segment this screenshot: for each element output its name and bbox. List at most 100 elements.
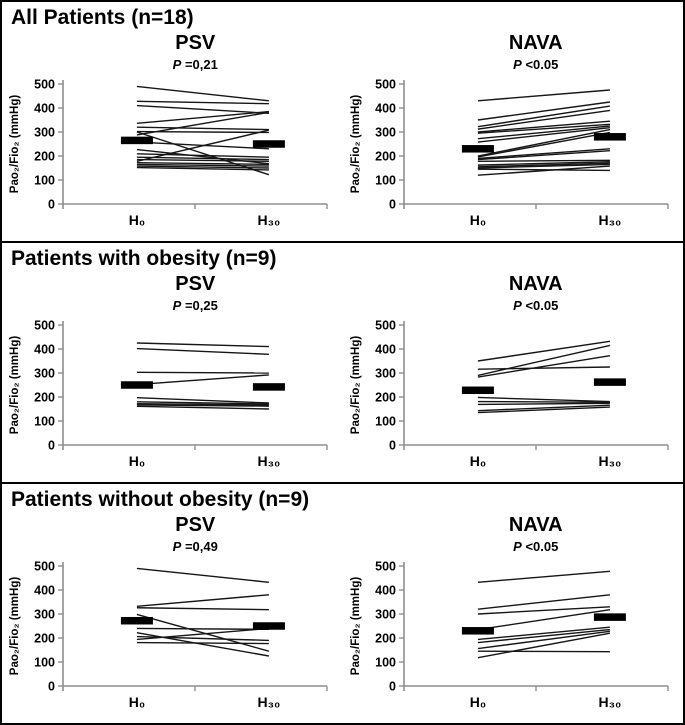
chart-title: NAVA	[508, 273, 563, 295]
svg-text:H₃₀: H₃₀	[598, 694, 621, 710]
p-text: =0,21	[181, 57, 218, 72]
p-symbol: P	[172, 57, 182, 72]
svg-text:400: 400	[34, 343, 55, 357]
svg-text:200: 200	[375, 391, 396, 405]
svg-text:400: 400	[34, 102, 55, 116]
svg-text:400: 400	[34, 584, 55, 598]
svg-text:Pao₂/Fio₂ (mmHg): Pao₂/Fio₂ (mmHg)	[9, 336, 21, 435]
svg-text:300: 300	[375, 367, 396, 381]
svg-text:H₃₀: H₃₀	[598, 212, 621, 228]
chart-title: PSV	[175, 514, 216, 536]
chart-all-patients-nava: NAVA P <0.05 0 100 200 300 400 500 H₀ H₃₀ Pao₂/F…	[343, 31, 684, 241]
p-symbol: P	[513, 539, 522, 554]
p-text: <0.05	[521, 57, 559, 72]
panel-without-obesity: Patients without obesity (n=9) PSV P =0,…	[2, 484, 683, 723]
chart-no-obesity-nava: NAVA P <0.05 0 100 200 300 400 500 H₀ H₃₀ Pao₂/F…	[343, 513, 684, 723]
charts-row: PSV P =0,21 0 100 200 300 400 500 H₀ H₃₀ Pao₂/Fi…	[2, 31, 684, 241]
svg-text:0: 0	[48, 198, 55, 212]
paired-line-plot: 0 100 200 300 400 500 H₀ H₃₀ Pao₂/Fio₂ (mmHg)	[9, 78, 328, 228]
svg-text:H₀: H₀	[469, 212, 485, 228]
svg-text:Pao₂/Fio₂ (mmHg): Pao₂/Fio₂ (mmHg)	[350, 336, 362, 435]
svg-text:100: 100	[375, 415, 396, 429]
svg-text:200: 200	[34, 391, 55, 405]
svg-text:300: 300	[34, 608, 55, 622]
p-symbol: P	[172, 298, 182, 313]
paired-line-plot: 0 100 200 300 400 500 H₀ H₃₀ Pao₂/Fio₂ (mmHg)	[350, 560, 669, 710]
svg-text:0: 0	[48, 680, 55, 694]
p-text: <0.05	[521, 539, 559, 554]
p-value: P =0,49	[173, 539, 218, 555]
p-value: P =0,21	[173, 57, 218, 73]
svg-text:200: 200	[375, 150, 396, 164]
svg-text:Pao₂/Fio₂ (mmHg): Pao₂/Fio₂ (mmHg)	[350, 577, 362, 676]
paired-line-plot: 0 100 200 300 400 500 H₀ H₃₀ Pao₂/Fio₂ (mmHg)	[9, 319, 328, 469]
svg-text:100: 100	[375, 656, 396, 670]
svg-text:H₀: H₀	[469, 453, 485, 469]
svg-text:0: 0	[389, 439, 396, 453]
svg-text:100: 100	[34, 656, 55, 670]
svg-text:500: 500	[375, 319, 396, 333]
p-text: =0,49	[181, 539, 218, 554]
svg-text:Pao₂/Fio₂ (mmHg): Pao₂/Fio₂ (mmHg)	[9, 577, 21, 676]
svg-text:H₀: H₀	[129, 212, 145, 228]
p-text: <0.05	[521, 298, 559, 313]
svg-text:H₃₀: H₃₀	[258, 453, 281, 469]
panel-all-patients: All Patients (n=18) PSV P =0,21 0 100 200 3…	[2, 2, 683, 243]
svg-text:300: 300	[375, 608, 396, 622]
svg-text:H₃₀: H₃₀	[598, 453, 621, 469]
svg-text:200: 200	[375, 632, 396, 646]
chart-all-patients-psv: PSV P =0,21 0 100 200 300 400 500 H₀ H₃₀ Pao₂/Fi…	[2, 31, 343, 241]
svg-text:100: 100	[34, 174, 55, 188]
p-symbol: P	[513, 57, 522, 72]
svg-text:400: 400	[375, 584, 396, 598]
p-symbol: P	[172, 539, 182, 554]
panel-with-obesity: Patients with obesity (n=9) PSV P =0,25 …	[2, 243, 683, 484]
p-value: P <0.05	[513, 539, 558, 555]
paired-line-plot: 0 100 200 300 400 500 H₀ H₃₀ Pao₂/Fio₂ (mmHg)	[9, 560, 328, 710]
svg-text:300: 300	[34, 367, 55, 381]
p-value: P =0,25	[173, 298, 218, 314]
charts-row: PSV P =0,49 0 100 200 300 400 500 H₀ H₃₀ Pao₂/Fi…	[2, 513, 683, 723]
p-symbol: P	[513, 298, 522, 313]
svg-text:500: 500	[375, 560, 396, 574]
paired-line-plot: 0 100 200 300 400 500 H₀ H₃₀ Pao₂/Fio₂ (mmHg)	[350, 319, 669, 469]
p-value: P <0.05	[513, 57, 558, 73]
svg-text:H₃₀: H₃₀	[258, 212, 281, 228]
svg-text:100: 100	[34, 415, 55, 429]
svg-text:300: 300	[375, 126, 396, 140]
chart-no-obesity-psv: PSV P =0,49 0 100 200 300 400 500 H₀ H₃₀ Pao₂/Fi…	[2, 513, 343, 723]
panel-heading: All Patients (n=18)	[11, 6, 194, 29]
svg-text:200: 200	[34, 632, 55, 646]
chart-title: PSV	[175, 32, 216, 54]
chart-obesity-psv: PSV P =0,25 0 100 200 300 400 500 H₀ H₃₀ Pao₂/Fi…	[2, 272, 343, 482]
svg-text:H₀: H₀	[469, 694, 485, 710]
svg-text:0: 0	[389, 198, 396, 212]
chart-obesity-nava: NAVA P <0.05 0 100 200 300 400 500 H₀ H₃₀ Pao₂/F…	[343, 272, 684, 482]
chart-title: NAVA	[508, 514, 563, 536]
svg-text:500: 500	[34, 319, 55, 333]
svg-text:200: 200	[34, 150, 55, 164]
chart-title: NAVA	[508, 32, 563, 54]
svg-text:H₀: H₀	[129, 453, 145, 469]
svg-text:H₃₀: H₃₀	[258, 694, 281, 710]
svg-text:400: 400	[375, 102, 396, 116]
chart-title: PSV	[175, 273, 216, 295]
svg-text:500: 500	[34, 560, 55, 574]
svg-text:Pao₂/Fio₂ (mmHg): Pao₂/Fio₂ (mmHg)	[350, 95, 362, 194]
p-text: =0,25	[181, 298, 218, 313]
svg-text:Pao₂/Fio₂ (mmHg): Pao₂/Fio₂ (mmHg)	[9, 95, 21, 194]
svg-text:400: 400	[375, 343, 396, 357]
charts-row: PSV P =0,25 0 100 200 300 400 500 H₀ H₃₀ Pao₂/Fi…	[2, 272, 684, 482]
svg-text:500: 500	[375, 78, 396, 92]
svg-text:500: 500	[34, 78, 55, 92]
panel-heading: Patients without obesity (n=9)	[11, 488, 310, 511]
svg-text:300: 300	[34, 126, 55, 140]
svg-text:0: 0	[48, 439, 55, 453]
svg-text:100: 100	[375, 174, 396, 188]
paired-line-plot: 0 100 200 300 400 500 H₀ H₃₀ Pao₂/Fio₂ (mmHg)	[350, 78, 669, 228]
svg-text:0: 0	[389, 680, 396, 694]
p-value: P <0.05	[513, 298, 558, 314]
panel-heading: Patients with obesity (n=9)	[11, 247, 277, 270]
svg-text:H₀: H₀	[129, 694, 145, 710]
